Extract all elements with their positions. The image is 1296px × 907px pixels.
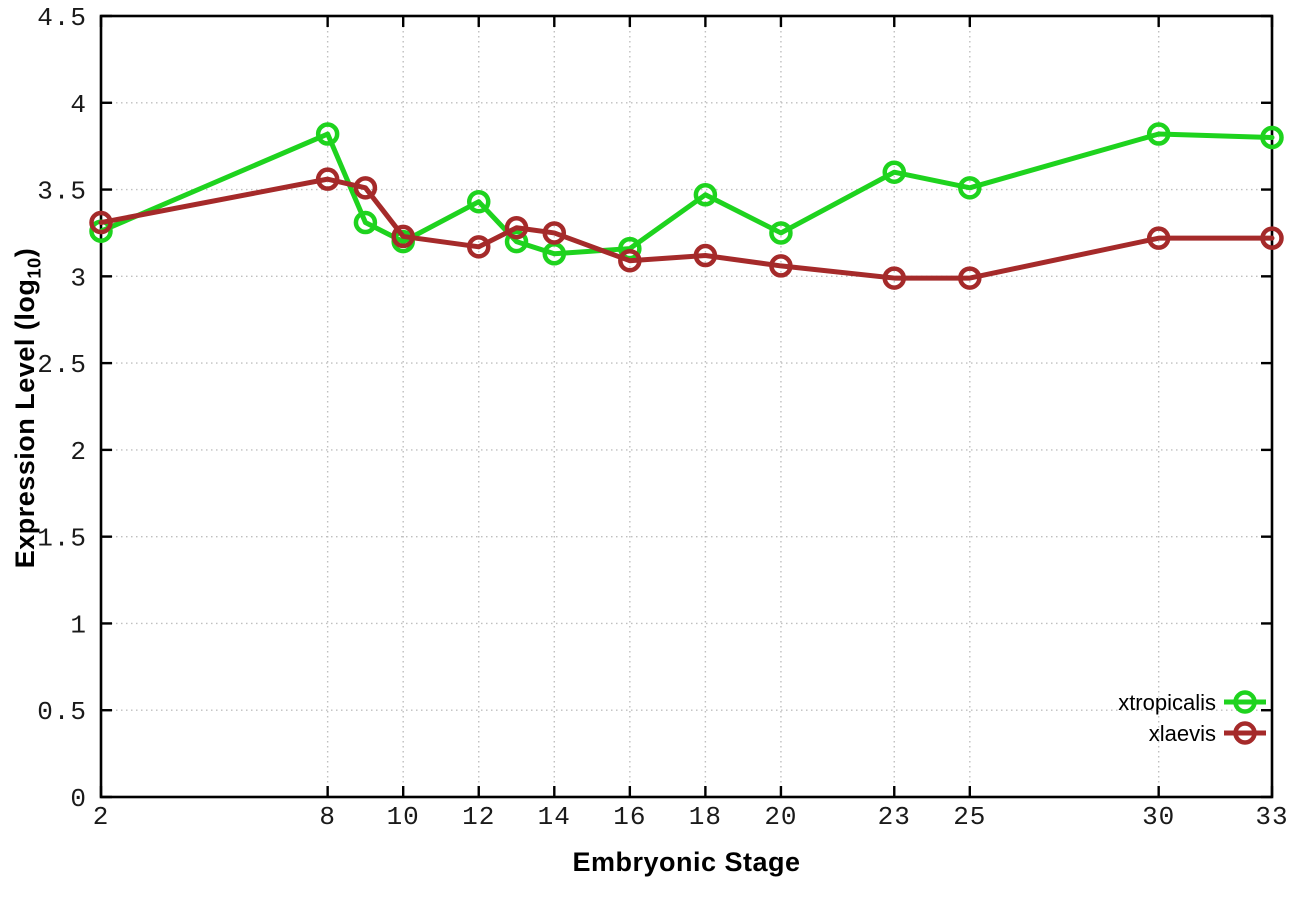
- y-axis-title: Expression Level (log10): [10, 168, 44, 648]
- legend-sample-marker-xtropicalis: [1233, 690, 1257, 714]
- x-axis-title: Embryonic Stage: [572, 847, 801, 877]
- x-tick-label: 16: [613, 802, 646, 832]
- legend-entry-xlaevis: xlaevis: [1149, 721, 1266, 746]
- legend: xtropicalis xlaevis: [1118, 690, 1266, 746]
- data-point-marker-xtropicalis: [769, 221, 793, 245]
- data-point-marker-xlaevis: [89, 210, 113, 235]
- data-point-marker-xtropicalis: [315, 122, 340, 146]
- x-tick-label: 18: [689, 802, 722, 832]
- data-point-marker-xtropicalis: [1260, 125, 1284, 150]
- legend-label-xtropicalis: xtropicalis: [1118, 690, 1216, 715]
- y-tick-label: 1: [70, 610, 87, 640]
- data-point-marker-xtropicalis: [353, 210, 378, 235]
- y-tick-label: 4: [70, 90, 87, 120]
- series-line-xlaevis: [98, 176, 1275, 281]
- y-axis-title-subscript: 10: [23, 257, 45, 279]
- y-tick-label: 3.5: [37, 177, 87, 207]
- data-point-marker-xlaevis: [353, 176, 378, 200]
- data-point-marker-xlaevis: [769, 254, 793, 278]
- y-tick-label: 0: [70, 784, 87, 814]
- data-point-marker-xlaevis: [882, 266, 907, 290]
- x-tick-label: 12: [462, 802, 495, 832]
- plot-border: [99, 14, 1274, 799]
- data-point-marker-xlaevis: [542, 221, 567, 245]
- data-point-marker-xlaevis: [466, 235, 491, 259]
- data-point-marker-xlaevis: [958, 266, 982, 290]
- data-point-marker-xtropicalis: [504, 229, 529, 254]
- series-line-xtropicalis: [98, 131, 1275, 257]
- x-tick-label: 30: [1142, 802, 1175, 832]
- series-xtropicalis: [89, 122, 1284, 266]
- data-point-marker-xtropicalis: [693, 183, 718, 207]
- x-tick-label: 8: [319, 802, 336, 832]
- y-tick-label: 0.5: [37, 697, 87, 727]
- data-point-marker-xlaevis: [1146, 226, 1171, 250]
- y-tick-label: 3: [70, 263, 87, 293]
- tick-marks-layer: [99, 14, 1274, 799]
- series-xlaevis: [89, 167, 1284, 290]
- data-point-marker-xlaevis: [1260, 226, 1284, 250]
- y-axis-title-close: ): [10, 247, 40, 258]
- data-point-marker-xlaevis: [315, 167, 340, 191]
- data-point-marker-xtropicalis: [1146, 122, 1171, 146]
- legend-label-xlaevis: xlaevis: [1149, 721, 1216, 746]
- data-point-marker-xtropicalis: [958, 176, 982, 200]
- data-point-marker-xtropicalis: [882, 160, 907, 184]
- data-point-marker-xlaevis: [504, 215, 529, 240]
- x-tick-label: 10: [387, 802, 420, 832]
- x-tick-label: 14: [538, 802, 571, 832]
- y-tick-label: 1.5: [37, 524, 87, 554]
- y-axis-title-text: Expression Level (log: [10, 278, 40, 569]
- y-tick-label: 2.5: [37, 350, 87, 380]
- legend-sample-marker-xlaevis: [1233, 721, 1257, 745]
- data-point-marker-xlaevis: [391, 224, 415, 249]
- x-tick-label: 2: [93, 802, 110, 832]
- x-tick-label: 20: [764, 802, 797, 832]
- y-tick-label: 2: [70, 437, 87, 467]
- x-tick-label: 23: [878, 802, 911, 832]
- data-point-marker-xlaevis: [618, 248, 642, 273]
- data-point-marker-xtropicalis: [466, 189, 491, 214]
- y-tick-label: 4.5: [37, 3, 87, 33]
- grid-layer: [100, 15, 1273, 798]
- x-tick-label: 25: [953, 802, 986, 832]
- data-point-marker-xlaevis: [693, 243, 718, 268]
- legend-entry-xtropicalis: xtropicalis: [1118, 690, 1266, 715]
- x-tick-label: 33: [1255, 802, 1288, 832]
